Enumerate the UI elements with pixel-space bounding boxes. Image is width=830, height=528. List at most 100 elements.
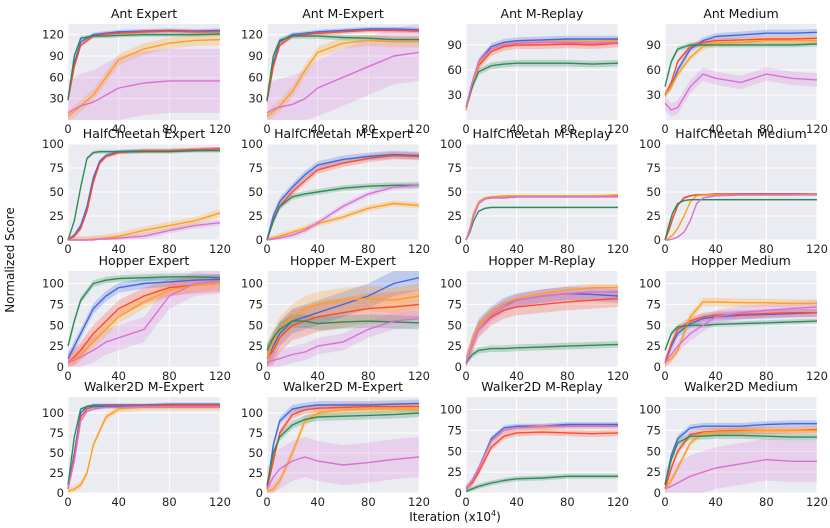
panel-title: HalfCheetah M-Replay <box>473 126 613 141</box>
series-line-s1 <box>266 277 420 360</box>
x-tick-label: 0 <box>462 495 469 509</box>
series-line-s5 <box>465 291 618 364</box>
y-tick-label: 50 <box>646 185 661 199</box>
series-line-s5 <box>665 194 817 241</box>
series-band-s2 <box>665 308 817 367</box>
panel-5: 0 40 80 120 0 25 50 75 100 HalfCheetah Expert <box>42 126 231 256</box>
panel-2: 0 40 80 120 30 60 90 120 Ant M-Expert <box>241 6 430 136</box>
x-tick-label: 0 <box>661 369 668 383</box>
y-tick-label: 0 <box>57 360 64 374</box>
y-tick-label: 100 <box>42 406 64 420</box>
x-tick-label: 80 <box>162 495 177 509</box>
x-tick-label: 0 <box>263 122 270 136</box>
panel-15: 0 40 80 120 0 25 50 75 100 Walker2D M-Replay <box>440 379 629 509</box>
x-tick-label: 120 <box>408 242 430 256</box>
y-tick-label: 25 <box>646 339 661 353</box>
series-line-s5 <box>465 196 618 241</box>
x-tick-label: 40 <box>708 369 723 383</box>
series-line-s3 <box>664 301 817 364</box>
panel-title: Walker2D M-Expert <box>283 379 403 394</box>
x-tick-label: 40 <box>111 122 126 136</box>
y-tick-label: 30 <box>49 92 64 106</box>
panel-12: 0 40 80 120 0 25 50 75 100 Hopper Medium <box>639 253 828 383</box>
series-line-s3 <box>465 287 618 364</box>
series-line-s5 <box>664 306 818 364</box>
y-tick-label: 25 <box>646 209 661 223</box>
panel-7: 0 40 80 120 0 25 50 75 100 HalfCheetah M-Replay <box>440 126 629 256</box>
y-tick-label: 100 <box>241 406 263 420</box>
series-line-s5 <box>67 280 221 364</box>
series-line-s4 <box>266 320 420 351</box>
series-line-s4 <box>664 43 818 87</box>
series-band-s4 <box>665 318 817 353</box>
y-tick-label: 60 <box>49 70 64 84</box>
series-line-s1 <box>266 402 420 490</box>
x-tick-label: 80 <box>361 122 376 136</box>
series-line-s1 <box>266 28 420 101</box>
x-tick-label: 120 <box>607 495 629 509</box>
series-band-s4 <box>68 31 220 103</box>
series-band-s2 <box>466 428 618 493</box>
y-tick-label: 25 <box>447 209 462 223</box>
series-band-s2 <box>466 290 618 367</box>
series-line-s3 <box>67 282 221 364</box>
panel-title: HalfCheetah Medium <box>675 126 806 141</box>
y-tick-label: 25 <box>248 466 263 480</box>
x-tick-label: 120 <box>209 242 231 256</box>
series-line-s2 <box>67 148 221 241</box>
series-line-s4 <box>67 150 220 241</box>
x-tick-label: 40 <box>708 242 723 256</box>
series-band-s2 <box>665 426 817 493</box>
series-line-s1 <box>664 423 817 485</box>
x-tick-label: 120 <box>408 369 430 383</box>
panel-title: Hopper M-Replay <box>488 253 596 268</box>
series-band-s5 <box>267 182 419 240</box>
panel-13: 0 40 80 120 0 25 50 75 100 Walker2D M-Expert <box>42 379 231 509</box>
series-band-s1 <box>267 271 419 367</box>
x-tick-label: 40 <box>111 495 126 509</box>
y-tick-label: 0 <box>57 233 64 247</box>
series-line-s2 <box>266 405 419 490</box>
x-tick-label: 120 <box>806 242 828 256</box>
x-tick-label: 80 <box>361 242 376 256</box>
panel-title: Ant M-Replay <box>501 6 585 21</box>
y-tick-label: 100 <box>241 137 263 151</box>
series-line-s5 <box>68 222 221 241</box>
series-band-s3 <box>267 283 419 367</box>
series-band-s5 <box>68 271 220 367</box>
x-tick-label: 80 <box>162 242 177 256</box>
x-tick-label: 120 <box>209 122 231 136</box>
y-tick-label: 50 <box>248 318 263 332</box>
panel-title: Walker2D M-Expert <box>84 379 204 394</box>
y-tick-label: 75 <box>646 423 661 437</box>
panel-14: 0 40 80 120 0 25 50 75 100 Walker2D M-Expert <box>241 379 430 509</box>
y-tick-label: 50 <box>248 185 263 199</box>
panel-title: HalfCheetah M-Expert <box>274 126 412 141</box>
x-tick-label: 120 <box>607 369 629 383</box>
x-tick-label: 40 <box>111 242 126 256</box>
series-line-s4 <box>266 412 420 486</box>
x-tick-label: 0 <box>462 369 469 383</box>
plot-area <box>665 271 817 367</box>
panel-title: Ant Medium <box>703 6 778 21</box>
x-tick-label: 40 <box>509 242 524 256</box>
x-tick-label: 0 <box>462 122 469 136</box>
series-line-s5 <box>664 458 817 490</box>
series-band-s5 <box>466 285 618 367</box>
series-band-s1 <box>267 150 419 240</box>
y-tick-label: 75 <box>49 161 64 175</box>
x-tick-label: 120 <box>806 122 828 136</box>
series-line-s3 <box>664 429 817 490</box>
x-tick-label: 80 <box>361 495 376 509</box>
y-tick-label: 25 <box>248 339 263 353</box>
panel-3: 0 40 80 120 30 60 90 Ant M-Replay <box>447 6 629 136</box>
series-band-s4 <box>665 41 817 90</box>
series-line-s1 <box>266 153 420 241</box>
x-tick-label: 0 <box>661 495 668 509</box>
panel-title: Hopper Medium <box>691 253 791 268</box>
y-tick-label: 75 <box>447 423 462 437</box>
series-band-s5 <box>665 67 817 117</box>
y-tick-label: 0 <box>654 233 661 247</box>
series-band-s4 <box>267 182 419 240</box>
